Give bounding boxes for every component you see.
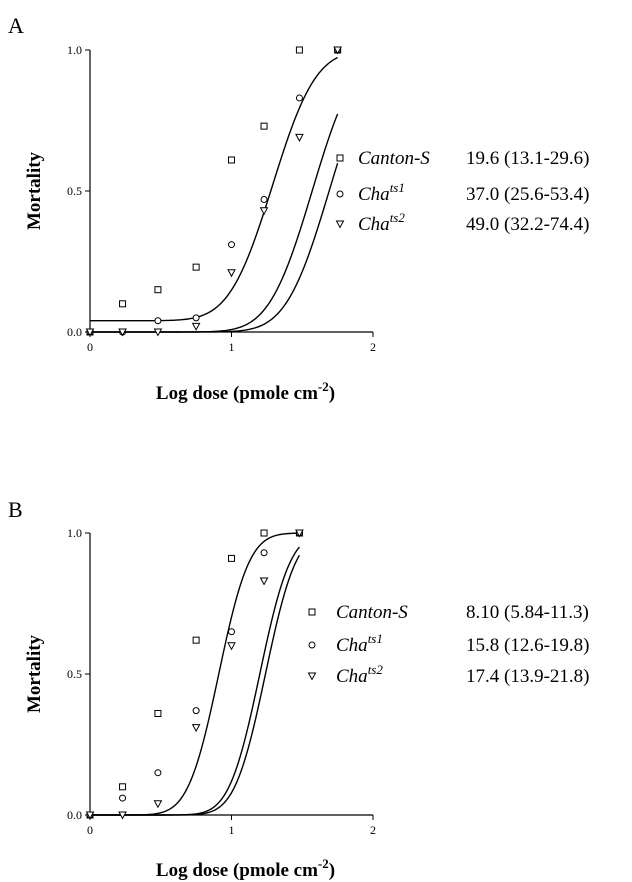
data-point-Chats1 <box>228 628 235 636</box>
legend-name-Chats1: Chats1 <box>358 180 405 205</box>
y-tick-label: 1.0 <box>67 43 82 57</box>
data-point-Chats2 <box>191 322 201 331</box>
panel-label: B <box>8 497 23 522</box>
x-tick-label: 0 <box>87 823 93 837</box>
data-point-Canton-S <box>154 709 162 717</box>
data-point-Chats2 <box>153 328 163 337</box>
legend-name-Chats2: Chats2 <box>336 662 383 687</box>
fit-curve-Chats2 <box>90 554 301 816</box>
legend-name-Chats2: Chats2 <box>358 210 405 235</box>
data-point-Canton-S <box>228 156 235 164</box>
legend-name-Canton-S: Canton-S <box>336 602 408 623</box>
data-point-Canton-S <box>260 122 268 130</box>
legend-name-Canton-S: Canton-S <box>358 148 430 169</box>
legend-name-Chats1: Chats1 <box>336 631 383 656</box>
y-tick-label: 1.0 <box>67 526 82 540</box>
panel-b: B 0.0 0.5 1.0 0 1 2 Mortality Log dose (pmole cm… <box>8 497 589 881</box>
x-tick-label: 2 <box>370 340 376 354</box>
data-point-Canton-S <box>295 46 303 54</box>
data-point-Chats1 <box>228 241 235 249</box>
legend-marker-Chats1 <box>336 190 344 198</box>
y-axis-title: Mortality <box>24 634 45 713</box>
legend-marker-Chats2 <box>335 220 345 229</box>
data-point-Chats1 <box>260 549 268 557</box>
data-point-Canton-S <box>228 554 235 562</box>
x-axis-title: Log dose (pmole cm-2) <box>156 379 335 404</box>
x-tick-label: 1 <box>229 340 235 354</box>
data-point-Chats2 <box>259 207 269 216</box>
legend-marker-Chats2 <box>307 672 317 681</box>
data-point-Canton-S <box>119 300 127 308</box>
x-axis-title: Log dose (pmole cm-2) <box>156 856 335 881</box>
data-point-Chats1 <box>192 314 200 322</box>
panel-a: A 0.0 0.5 1.0 0 1 2 Mortality Log dose (pmole cm… <box>8 13 589 404</box>
data-point-Chats2 <box>227 269 236 278</box>
x-tick-label: 1 <box>229 823 235 837</box>
fit-curve-Chats1 <box>90 113 339 333</box>
data-point-Chats2 <box>259 577 269 586</box>
data-point-Chats2 <box>85 328 95 337</box>
data-point-Chats2 <box>85 811 95 820</box>
y-axis-title: Mortality <box>24 151 45 230</box>
data-point-Chats1 <box>154 317 162 325</box>
data-point-Chats2 <box>118 811 127 820</box>
y-tick-label: 0.0 <box>67 325 82 339</box>
data-point-Canton-S <box>192 263 200 271</box>
legend-value-Chats2: 17.4 (13.9-21.8) <box>466 666 589 687</box>
legend-value-Chats1: 37.0 (25.6-53.4) <box>466 184 589 205</box>
y-tick-label: 0.0 <box>67 808 82 822</box>
y-tick-label: 0.5 <box>67 184 82 198</box>
legend-marker-Canton-S <box>308 608 316 616</box>
fit-curve-Canton-S <box>90 56 338 322</box>
data-point-Chats1 <box>154 769 162 777</box>
data-point-Canton-S <box>119 783 127 791</box>
data-point-Canton-S <box>192 636 200 644</box>
x-tick-label: 2 <box>370 823 376 837</box>
legend-value-Canton-S: 8.10 (5.84-11.3) <box>466 602 589 623</box>
legend-value-Chats1: 15.8 (12.6-19.8) <box>466 635 589 656</box>
data-point-Chats2 <box>153 800 163 809</box>
data-point-Canton-S <box>154 286 162 294</box>
data-point-Chats1 <box>119 794 127 802</box>
legend-value-Chats2: 49.0 (32.2-74.4) <box>466 214 589 235</box>
panel-label: A <box>8 13 24 38</box>
data-point-Canton-S <box>260 529 268 537</box>
legend-marker-Canton-S <box>336 154 344 162</box>
data-point-Chats2 <box>227 642 236 651</box>
y-tick-label: 0.5 <box>67 667 82 681</box>
fit-curve-Canton-S <box>90 532 300 816</box>
data-point-Chats1 <box>260 195 268 203</box>
legend-value-Canton-S: 19.6 (13.1-29.6) <box>466 148 589 169</box>
data-point-Chats1 <box>295 94 303 102</box>
data-point-Chats2 <box>191 724 201 733</box>
data-point-Chats2 <box>118 328 127 337</box>
data-point-Chats2 <box>295 133 304 142</box>
fit-curve-Chats1 <box>90 546 300 816</box>
fit-curve-Chats2 <box>90 162 339 333</box>
legend-marker-Chats1 <box>308 641 316 649</box>
data-point-Chats1 <box>192 707 200 715</box>
data-point-Chats2 <box>295 529 304 538</box>
x-tick-label: 0 <box>87 340 93 354</box>
data-point-Chats2 <box>333 46 342 55</box>
